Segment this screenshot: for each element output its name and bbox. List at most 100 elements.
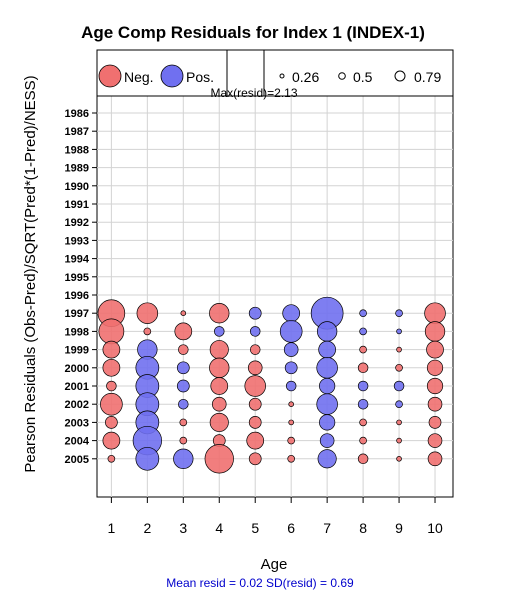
legend-size-large-label: 0.79: [414, 69, 441, 85]
bubble: [427, 433, 443, 448]
x-tick-label: 5: [251, 520, 259, 536]
bubble: [279, 320, 303, 343]
legend-pos-swatch: [160, 64, 184, 88]
bubble: [176, 361, 190, 375]
bubble: [102, 340, 121, 359]
bubble: [357, 362, 369, 374]
bubble: [284, 361, 298, 375]
bubble: [319, 433, 335, 448]
legend-size-small-icon: [279, 73, 285, 79]
y-tick-label: 1993: [65, 235, 89, 247]
bubble: [209, 340, 229, 360]
y-tick-label: 2001: [65, 381, 89, 393]
y-tick-label: 1995: [65, 272, 89, 284]
bubble: [135, 446, 160, 471]
bubble: [426, 377, 444, 395]
bubble: [248, 416, 262, 429]
y-tick-label: 2004: [65, 436, 90, 448]
bubble: [179, 418, 188, 427]
bubble: [428, 416, 442, 429]
bubble: [359, 309, 367, 318]
bubble: [209, 357, 230, 378]
bubble: [107, 454, 116, 463]
bubble: [396, 455, 402, 462]
bubble: [249, 344, 261, 355]
bubble: [395, 363, 403, 372]
y-tick-label: 2000: [65, 363, 89, 375]
bubble: [316, 393, 338, 415]
bubble: [173, 448, 194, 469]
legend-size-medium-label: 0.5: [353, 69, 373, 85]
bubble: [248, 306, 262, 320]
bubble: [178, 344, 189, 355]
bubble: [395, 400, 403, 409]
bubble: [288, 401, 294, 408]
x-tick-label: 2: [143, 520, 151, 536]
bubble: [359, 327, 367, 336]
chart-title: Age Comp Residuals for Index 1 (INDEX-1): [81, 23, 425, 42]
x-tick-label: 9: [395, 520, 403, 536]
bubble: [180, 310, 187, 317]
bubble: [317, 449, 337, 469]
bubble: [396, 437, 402, 444]
y-tick-label: 1991: [65, 199, 89, 211]
x-tick-label: 6: [287, 520, 295, 536]
bubble: [136, 302, 159, 324]
bubble: [288, 419, 294, 426]
bubble: [174, 322, 193, 341]
bubble: [178, 398, 189, 410]
bubble: [98, 318, 125, 345]
x-tick-label: 7: [323, 520, 331, 536]
bubble: [316, 321, 338, 342]
bubble: [248, 397, 262, 411]
bubble: [426, 340, 444, 359]
bubble: [427, 451, 443, 467]
bubble: [102, 358, 121, 377]
y-tick-label: 1990: [65, 181, 89, 193]
bubbles: [97, 296, 446, 474]
bubble: [283, 342, 299, 357]
resid-summary: Mean resid = 0.02 SD(resid) = 0.69: [166, 576, 354, 590]
bubble: [282, 304, 301, 323]
legend-pos-label: Pos.: [186, 69, 214, 85]
bubble: [143, 327, 152, 336]
bubble: [249, 326, 261, 337]
legend-neg-label: Neg.: [124, 69, 154, 85]
y-tick-label: 2002: [65, 399, 89, 411]
bubble: [287, 436, 295, 445]
x-axis-label: Age: [261, 556, 288, 573]
x-tick-label: 8: [359, 520, 367, 536]
bubble: [210, 377, 229, 395]
legend-size-medium-icon: [338, 72, 346, 80]
y-tick-label: 1994: [65, 254, 90, 266]
legend-neg-swatch: [98, 64, 122, 88]
y-tick-label: 1996: [65, 290, 89, 302]
legend: Neg. Pos. 0.26 0.5 0.79 Max(resid)=2.13: [98, 49, 441, 100]
x-tick-label: 1: [107, 520, 115, 536]
y-tick-label: 1999: [65, 345, 89, 357]
bubble: [359, 345, 367, 354]
bubble: [395, 309, 403, 318]
y-axis-ticks: 1986 1987 1988 1989 1990 1991 1992 1993 1994 1995…: [65, 108, 97, 466]
bubble: [359, 418, 367, 427]
bubble: [204, 444, 234, 474]
max-resid-label: Max(resid)=2.13: [210, 86, 297, 100]
x-axis-ticks: 1 2 3 4 5 6 7 8 9 10: [107, 497, 443, 536]
bubble: [316, 357, 338, 379]
y-axis-label: Pearson Residuals (Obs-Pred)/SQRT(Pred*(…: [22, 75, 39, 472]
bubble: [427, 396, 443, 412]
legend-size-small-label: 0.26: [292, 69, 319, 85]
bubble: [318, 340, 336, 359]
bubble: [244, 375, 266, 397]
bubble: [246, 431, 265, 450]
y-tick-label: 1987: [65, 126, 89, 138]
bubble: [319, 377, 336, 395]
bubble: [396, 346, 402, 353]
y-tick-label: 2003: [65, 417, 89, 429]
bubble: [211, 396, 227, 412]
bubble: [357, 380, 369, 392]
bubble: [287, 454, 295, 463]
x-tick-label: 4: [215, 520, 223, 536]
bubble: [105, 416, 118, 429]
